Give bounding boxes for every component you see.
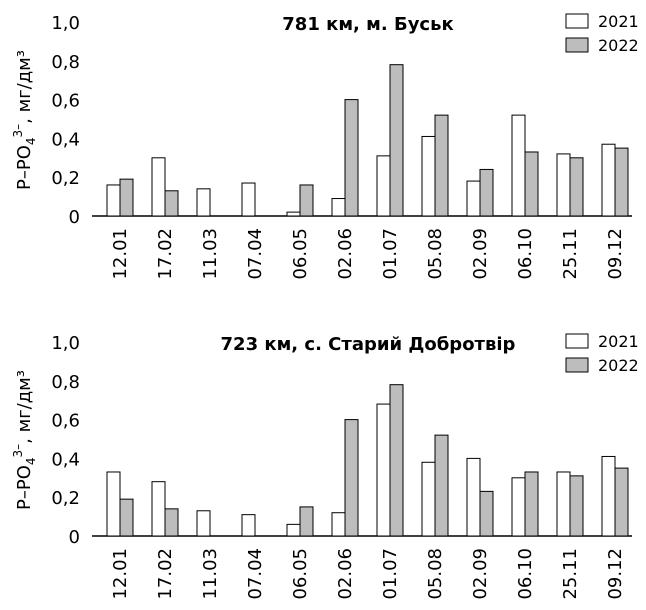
legend-label-2022: 2022 — [598, 356, 639, 375]
y-tick-label: 0,2 — [51, 488, 80, 509]
x-tick-label: 06.05 — [290, 548, 311, 600]
chart-title: 781 км, м. Буськ — [282, 14, 453, 35]
y-tick-label: 0,4 — [51, 129, 80, 150]
x-tick-label: 06.10 — [515, 228, 536, 280]
x-tick-label: 06.10 — [515, 548, 536, 600]
legend-swatch-2022 — [565, 37, 589, 53]
bar-2021-05.08 — [421, 461, 436, 537]
y-tick-label: 0,8 — [51, 52, 80, 73]
bar-2021-02.06 — [331, 198, 346, 217]
bar-2022-01.07 — [389, 64, 404, 217]
bar-2021-09.12 — [601, 143, 616, 217]
y-axis-label: Р–РО43–, мг/дм³ — [11, 50, 38, 190]
legend-label-2021: 2021 — [598, 332, 639, 351]
bar-2022-02.09 — [479, 168, 494, 217]
bar-2022-02.06 — [344, 99, 359, 217]
x-tick-label: 01.07 — [380, 548, 401, 600]
bar-2021-02.09 — [466, 180, 481, 217]
bar-2022-25.11 — [569, 157, 584, 217]
bar-2021-06.05 — [286, 211, 301, 217]
legend-swatch-2021 — [565, 333, 589, 349]
x-tick-label: 12.01 — [110, 548, 131, 600]
x-tick-label: 02.06 — [335, 548, 356, 600]
bar-2022-06.10 — [524, 471, 539, 537]
bar-2022-12.01 — [119, 178, 134, 217]
bar-2021-25.11 — [556, 471, 571, 537]
bar-2022-02.06 — [344, 419, 359, 537]
bar-2022-05.08 — [434, 114, 449, 217]
x-tick-label: 25.11 — [560, 548, 581, 600]
bar-2021-11.03 — [196, 510, 211, 537]
bar-2021-12.01 — [106, 184, 121, 217]
bar-2021-12.01 — [106, 471, 121, 537]
x-tick-label: 05.08 — [425, 548, 446, 600]
x-tick-label: 11.03 — [200, 548, 221, 600]
x-tick-label: 01.07 — [380, 228, 401, 280]
x-tick-label: 02.09 — [470, 548, 491, 600]
y-tick-label: 0,8 — [51, 372, 80, 393]
x-tick-label: 09.12 — [605, 548, 626, 600]
x-tick-label: 11.03 — [200, 228, 221, 280]
bar-2021-11.03 — [196, 188, 211, 217]
bar-2022-12.01 — [119, 498, 134, 537]
chart-title: 723 км, с. Старий Добротвір — [221, 334, 516, 355]
y-tick-label: 1,0 — [51, 13, 80, 34]
x-tick-label: 17.02 — [155, 228, 176, 280]
bar-2021-02.06 — [331, 512, 346, 537]
bar-2021-25.11 — [556, 153, 571, 217]
chart-panel-busk: 0 0,2 0,4 0,6 0,8 1,0 12.01 17.02 11.03 07.04 06.0… — [11, 12, 639, 280]
chart-panel-staryi-dobrotvir: 0 0,2 0,4 0,6 0,8 1,0 12.01 17.02 11.03 07.04 06.0… — [11, 332, 639, 600]
legend-swatch-2022 — [565, 357, 589, 373]
x-tick-label: 09.12 — [605, 228, 626, 280]
bar-2021-07.04 — [241, 182, 256, 217]
bar-2021-06.10 — [511, 114, 526, 217]
x-tick-label: 02.06 — [335, 228, 356, 280]
bar-2022-06.05 — [299, 184, 314, 217]
bar-2021-02.09 — [466, 457, 481, 537]
x-tick-label: 17.02 — [155, 548, 176, 600]
bar-2022-01.07 — [389, 384, 404, 537]
x-tick-label: 07.04 — [245, 228, 266, 280]
bar-2022-05.08 — [434, 434, 449, 537]
y-tick-label: 0,6 — [51, 411, 80, 432]
bar-2022-17.02 — [164, 508, 179, 537]
bar-2021-07.04 — [241, 514, 256, 537]
y-axis-label: Р–РО43–, мг/дм³ — [11, 370, 38, 510]
y-tick-label: 1,0 — [51, 333, 80, 354]
x-tick-label: 25.11 — [560, 228, 581, 280]
bar-2021-01.07 — [376, 155, 391, 217]
bar-2022-25.11 — [569, 475, 584, 537]
legend-label-2021: 2021 — [598, 12, 639, 31]
bar-2021-01.07 — [376, 403, 391, 537]
x-tick-label: 07.04 — [245, 548, 266, 600]
bar-2021-06.10 — [511, 477, 526, 537]
x-tick-label: 06.05 — [290, 228, 311, 280]
bar-2022-06.05 — [299, 506, 314, 537]
bar-2022-02.09 — [479, 490, 494, 537]
legend-label-2022: 2022 — [598, 36, 639, 55]
y-tick-label: 0,6 — [51, 91, 80, 112]
y-tick-label: 0 — [69, 207, 80, 228]
bar-2021-17.02 — [151, 157, 166, 217]
x-tick-label: 02.09 — [470, 228, 491, 280]
bar-2022-09.12 — [614, 467, 629, 537]
y-tick-label: 0,2 — [51, 168, 80, 189]
y-tick-label: 0 — [69, 527, 80, 548]
bar-2021-09.12 — [601, 455, 616, 537]
bar-2021-06.05 — [286, 523, 301, 537]
bar-2021-17.02 — [151, 481, 166, 537]
y-tick-label: 0,4 — [51, 449, 80, 470]
x-tick-label: 12.01 — [110, 228, 131, 280]
x-tick-label: 05.08 — [425, 228, 446, 280]
bar-2022-06.10 — [524, 151, 539, 217]
bar-2022-17.02 — [164, 190, 179, 217]
legend-swatch-2021 — [565, 13, 589, 29]
bar-2022-09.12 — [614, 147, 629, 217]
bar-2021-05.08 — [421, 135, 436, 217]
